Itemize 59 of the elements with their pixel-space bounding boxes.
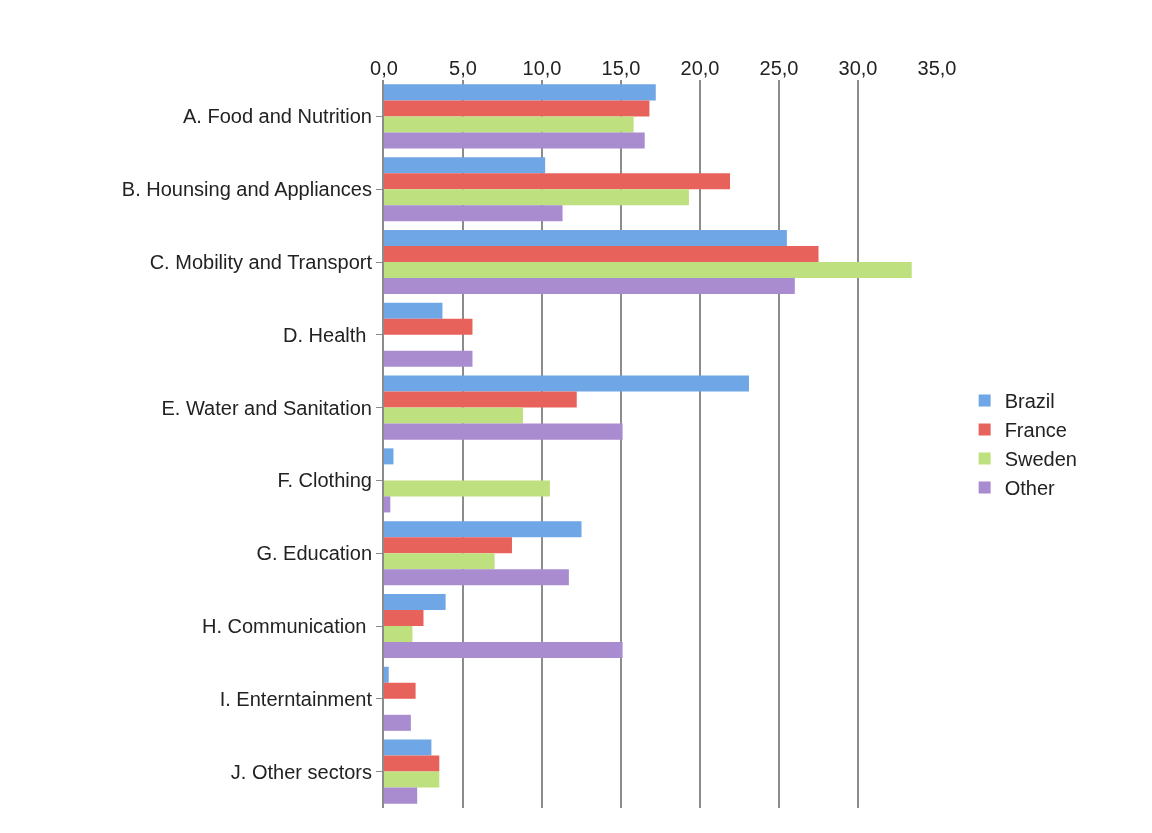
bar: [384, 626, 413, 643]
bar: [384, 714, 411, 731]
bar: [384, 318, 473, 335]
bar: [384, 642, 623, 659]
bar: [384, 189, 689, 206]
y-tick-label: I. Enterntainment: [219, 687, 373, 710]
bar: [384, 682, 416, 699]
bar: [384, 245, 819, 262]
bar: [384, 771, 440, 788]
bar: [384, 375, 749, 392]
bar: [384, 350, 473, 367]
x-tick-label: 20,0: [680, 57, 720, 79]
bar: [384, 84, 656, 101]
y-tick-label: E. Water and Sanitation: [161, 396, 372, 419]
x-tick-label: 25,0: [759, 57, 799, 79]
y-tick-label: H. Communication: [201, 615, 372, 637]
bar: [384, 407, 524, 424]
x-tick-label: 10,0: [522, 57, 562, 79]
legend-label: France: [1004, 419, 1067, 442]
bar: [384, 609, 424, 626]
bar: [384, 496, 391, 513]
bar: [384, 205, 563, 222]
x-tick-label: 35,0: [917, 57, 957, 79]
y-tick-label: A. Food and Nutrition: [183, 105, 372, 128]
bar: [384, 278, 795, 295]
bar: [384, 666, 389, 683]
bar: [384, 593, 446, 610]
bar: [384, 116, 634, 133]
bar: [384, 100, 650, 117]
bar: [384, 480, 550, 497]
y-tick-label: C. Mobility and Transport: [149, 251, 373, 273]
y-tick-label: G. Education: [256, 542, 372, 565]
bar: [384, 173, 731, 190]
legend-label: Brazil: [1004, 390, 1055, 413]
bar: [384, 755, 440, 772]
bar: [384, 537, 512, 554]
y-tick-label: B. Hounsing and Appliances: [121, 178, 372, 201]
x-tick-label: 30,0: [838, 57, 878, 79]
y-tick-label: D. Health: [283, 323, 372, 346]
x-tick-label: 0,0: [370, 57, 398, 79]
y-tick-label: J. Other sectors: [230, 760, 372, 783]
legend-label: Other: [1004, 477, 1056, 500]
bar: [384, 569, 569, 586]
bar: [384, 521, 582, 538]
bar: [384, 739, 432, 756]
x-tick-label: 15,0: [601, 57, 641, 79]
bar: [384, 302, 443, 319]
bar: [384, 391, 577, 408]
x-tick-label: 5,0: [449, 57, 477, 79]
bar: [384, 262, 912, 279]
bar: [384, 229, 787, 246]
bar: [384, 787, 418, 804]
legend-label: Sweden: [1004, 448, 1077, 471]
bar: [384, 423, 623, 440]
bar: [384, 132, 645, 149]
bar: [384, 448, 394, 465]
bar: [384, 553, 495, 570]
bar: [384, 157, 546, 174]
y-tick-label: F. Clothing: [277, 469, 372, 492]
